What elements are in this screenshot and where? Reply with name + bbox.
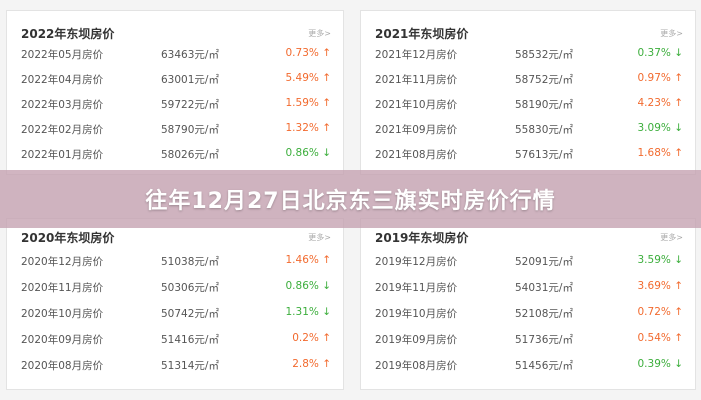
row-change: 1.46% ↑ bbox=[285, 254, 332, 266]
banner-title: 往年12月27日北京东三旗实时房价行情 bbox=[145, 189, 556, 214]
row-change: 5.49% ↑ bbox=[285, 72, 332, 84]
row-price: 50742元/㎡ bbox=[161, 308, 219, 320]
row-price: 58752元/㎡ bbox=[515, 74, 573, 86]
row-change: 0.2% ↑ bbox=[292, 332, 331, 344]
price-row[interactable]: 2020年11月房价 50306元/㎡ 0.86% ↓ bbox=[21, 274, 331, 299]
row-price: 58026元/㎡ bbox=[161, 149, 219, 161]
row-price: 51038元/㎡ bbox=[161, 256, 219, 268]
panel-header: 2022年东坝房价 更多> bbox=[21, 11, 331, 51]
price-panel-2022: 2022年东坝房价 更多> 2022年05月房价 63463元/㎡ 0.73% … bbox=[6, 10, 344, 175]
row-change: 0.73% ↑ bbox=[285, 47, 332, 59]
row-month: 2020年10月房价 bbox=[21, 308, 104, 320]
panel-header: 2020年东坝房价 更多> bbox=[21, 219, 331, 259]
row-month: 2021年08月房价 bbox=[375, 149, 458, 161]
row-change: 0.37% ↓ bbox=[637, 47, 684, 59]
price-row[interactable]: 2020年08月房价 51314元/㎡ 2.8% ↑ bbox=[21, 352, 331, 377]
price-panel-2019: 2019年东坝房价 更多> 2019年12月房价 52091元/㎡ 3.59% … bbox=[360, 218, 696, 390]
price-row[interactable]: 2019年08月房价 51456元/㎡ 0.39% ↓ bbox=[375, 352, 683, 377]
row-price: 58532元/㎡ bbox=[515, 49, 573, 61]
panel-title: 2020年东坝房价 bbox=[21, 231, 115, 245]
row-month: 2020年11月房价 bbox=[21, 282, 104, 294]
more-link[interactable]: 更多> bbox=[308, 29, 331, 38]
row-month: 2022年04月房价 bbox=[21, 74, 104, 86]
price-row[interactable]: 2021年08月房价 57613元/㎡ 1.68% ↑ bbox=[375, 141, 683, 166]
row-month: 2021年10月房价 bbox=[375, 99, 458, 111]
row-change: 1.31% ↓ bbox=[285, 306, 332, 318]
row-price: 54031元/㎡ bbox=[515, 282, 573, 294]
row-month: 2019年12月房价 bbox=[375, 256, 458, 268]
row-price: 52091元/㎡ bbox=[515, 256, 573, 268]
panel-header: 2019年东坝房价 更多> bbox=[375, 219, 683, 259]
row-month: 2019年08月房价 bbox=[375, 360, 458, 372]
row-change: 4.23% ↑ bbox=[637, 97, 684, 109]
price-row[interactable]: 2020年09月房价 51416元/㎡ 0.2% ↑ bbox=[21, 326, 331, 351]
more-link[interactable]: 更多> bbox=[308, 233, 331, 242]
row-month: 2022年01月房价 bbox=[21, 149, 104, 161]
price-row[interactable]: 2021年10月房价 58190元/㎡ 4.23% ↑ bbox=[375, 91, 683, 116]
price-row[interactable]: 2019年09月房价 51736元/㎡ 0.54% ↑ bbox=[375, 326, 683, 351]
row-price: 52108元/㎡ bbox=[515, 308, 573, 320]
row-change: 0.39% ↓ bbox=[637, 358, 684, 370]
row-month: 2022年05月房价 bbox=[21, 49, 104, 61]
row-change: 2.8% ↑ bbox=[292, 358, 331, 370]
price-row[interactable]: 2021年12月房价 58532元/㎡ 0.37% ↓ bbox=[375, 41, 683, 66]
row-price: 51456元/㎡ bbox=[515, 360, 573, 372]
row-month: 2020年08月房价 bbox=[21, 360, 104, 372]
price-row[interactable]: 2022年04月房价 63001元/㎡ 5.49% ↑ bbox=[21, 66, 331, 91]
price-row[interactable]: 2022年01月房价 58026元/㎡ 0.86% ↓ bbox=[21, 141, 331, 166]
row-change: 1.59% ↑ bbox=[285, 97, 332, 109]
row-price: 58790元/㎡ bbox=[161, 124, 219, 136]
row-price: 51416元/㎡ bbox=[161, 334, 219, 346]
panel-title: 2019年东坝房价 bbox=[375, 231, 469, 245]
row-price: 59722元/㎡ bbox=[161, 99, 219, 111]
row-price: 58190元/㎡ bbox=[515, 99, 573, 111]
price-panel-2021: 2021年东坝房价 更多> 2021年12月房价 58532元/㎡ 0.37% … bbox=[360, 10, 696, 175]
more-link[interactable]: 更多> bbox=[660, 29, 683, 38]
row-change: 3.09% ↓ bbox=[637, 122, 684, 134]
row-month: 2022年03月房价 bbox=[21, 99, 104, 111]
row-month: 2019年11月房价 bbox=[375, 282, 458, 294]
row-month: 2021年09月房价 bbox=[375, 124, 458, 136]
price-panel-2020: 2020年东坝房价 更多> 2020年12月房价 51038元/㎡ 1.46% … bbox=[6, 218, 344, 390]
price-row[interactable]: 2019年10月房价 52108元/㎡ 0.72% ↑ bbox=[375, 300, 683, 325]
price-row[interactable]: 2021年11月房价 58752元/㎡ 0.97% ↑ bbox=[375, 66, 683, 91]
price-row[interactable]: 2022年05月房价 63463元/㎡ 0.73% ↑ bbox=[21, 41, 331, 66]
row-change: 3.59% ↓ bbox=[637, 254, 684, 266]
row-change: 0.86% ↓ bbox=[285, 147, 332, 159]
row-month: 2020年12月房价 bbox=[21, 256, 104, 268]
price-row[interactable]: 2022年03月房价 59722元/㎡ 1.59% ↑ bbox=[21, 91, 331, 116]
panel-title: 2022年东坝房价 bbox=[21, 27, 115, 41]
panel-title: 2021年东坝房价 bbox=[375, 27, 469, 41]
row-change: 3.69% ↑ bbox=[637, 280, 684, 292]
row-price: 57613元/㎡ bbox=[515, 149, 573, 161]
row-price: 51736元/㎡ bbox=[515, 334, 573, 346]
row-change: 0.97% ↑ bbox=[637, 72, 684, 84]
row-change: 0.72% ↑ bbox=[637, 306, 684, 318]
row-month: 2019年09月房价 bbox=[375, 334, 458, 346]
price-row[interactable]: 2020年12月房价 51038元/㎡ 1.46% ↑ bbox=[21, 248, 331, 273]
row-price: 51314元/㎡ bbox=[161, 360, 219, 372]
row-change: 0.86% ↓ bbox=[285, 280, 332, 292]
row-price: 63463元/㎡ bbox=[161, 49, 219, 61]
row-change: 1.68% ↑ bbox=[637, 147, 684, 159]
row-change: 0.54% ↑ bbox=[637, 332, 684, 344]
row-price: 50306元/㎡ bbox=[161, 282, 219, 294]
price-row[interactable]: 2019年12月房价 52091元/㎡ 3.59% ↓ bbox=[375, 248, 683, 273]
row-month: 2019年10月房价 bbox=[375, 308, 458, 320]
row-price: 63001元/㎡ bbox=[161, 74, 219, 86]
row-month: 2021年11月房价 bbox=[375, 74, 458, 86]
row-change: 1.32% ↑ bbox=[285, 122, 332, 134]
panel-header: 2021年东坝房价 更多> bbox=[375, 11, 683, 51]
price-row[interactable]: 2022年02月房价 58790元/㎡ 1.32% ↑ bbox=[21, 116, 331, 141]
price-row[interactable]: 2021年09月房价 55830元/㎡ 3.09% ↓ bbox=[375, 116, 683, 141]
row-month: 2020年09月房价 bbox=[21, 334, 104, 346]
price-row[interactable]: 2020年10月房价 50742元/㎡ 1.31% ↓ bbox=[21, 300, 331, 325]
more-link[interactable]: 更多> bbox=[660, 233, 683, 242]
row-month: 2022年02月房价 bbox=[21, 124, 104, 136]
row-month: 2021年12月房价 bbox=[375, 49, 458, 61]
price-row[interactable]: 2019年11月房价 54031元/㎡ 3.69% ↑ bbox=[375, 274, 683, 299]
title-banner: 往年12月27日北京东三旗实时房价行情 bbox=[0, 170, 701, 228]
row-price: 55830元/㎡ bbox=[515, 124, 573, 136]
